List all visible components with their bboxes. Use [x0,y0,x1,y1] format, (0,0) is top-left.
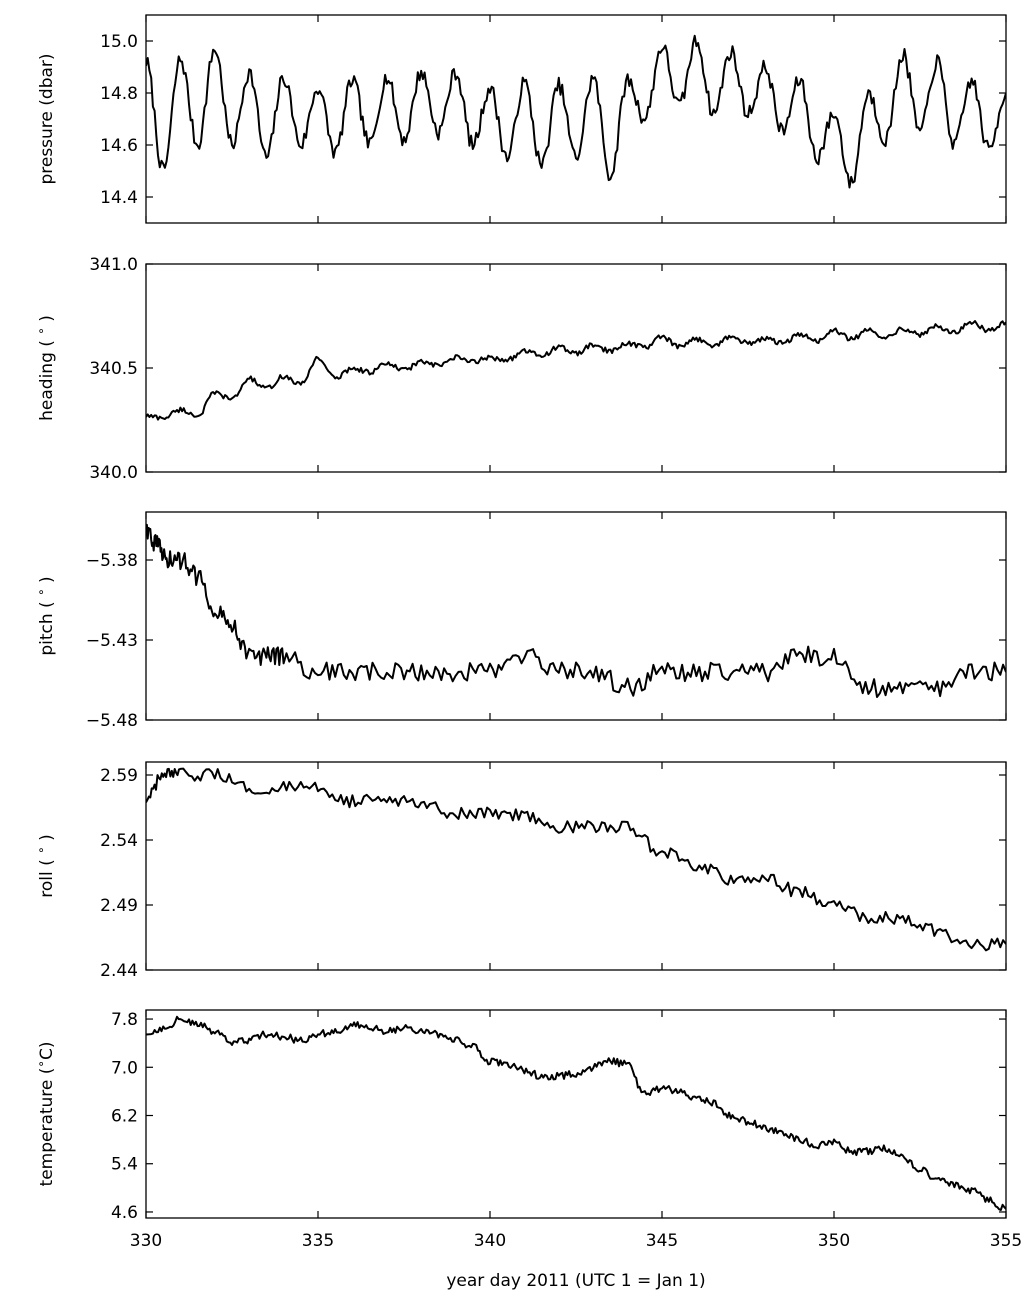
pitch-y-tick-label: −5.43 [86,631,138,651]
panel-pressure: 14.4 14.6 14.8 15.0 pressure (dbar) [37,14,1007,224]
roll-y-axis-label: roll ( ∘ ) [34,834,57,897]
panel-roll: 2.44 2.49 2.54 2.59 roll ( ∘ ) [34,761,1007,981]
temperature-y-tick-label: 7.8 [111,1010,138,1030]
roll-y-tick-label: 2.59 [100,766,138,786]
x-tick-label: 350 [818,1231,850,1251]
temperature-y-tick-label: 7.0 [111,1058,138,1078]
roll-y-tick-label: 2.54 [100,831,138,851]
panel-heading: 340.0 340.5 341.0 heading ( ∘ ) [34,255,1007,483]
roll-plot-frame [145,761,1007,971]
pressure-plot-frame [145,14,1007,224]
pressure-y-tick-label: 14.6 [100,136,138,156]
pressure-y-tick-label: 14.4 [100,188,138,208]
heading-y-tick-label: 341.0 [89,255,138,275]
roll-y-tick-label: 2.49 [100,896,138,916]
heading-y-axis-label: heading ( ∘ ) [34,315,57,421]
panel-temperature: 4.6 5.4 6.2 7.0 7.8 330 335 340 345 350 355 tempera… [34,1009,1022,1251]
pressure-y-axis-label: pressure (dbar) [37,53,57,184]
heading-plot-frame [145,263,1007,473]
x-tick-label: 335 [302,1231,334,1251]
pressure-y-tick-label: 15.0 [100,32,138,52]
x-tick-label: 330 [130,1231,162,1251]
x-tick-label: 345 [646,1231,678,1251]
x-tick-label: 355 [990,1231,1022,1251]
heading-series-line [146,320,1006,421]
x-axis-label: year day 2011 (UTC 1 = Jan 1) [446,1271,705,1291]
heading-y-tick-label: 340.0 [89,463,138,483]
temperature-series-line [146,1015,1006,1211]
roll-y-tick-label: 2.44 [100,961,138,981]
temperature-y-tick-label: 5.4 [111,1155,138,1175]
pressure-series-line [146,34,1006,189]
pitch-y-tick-label: −5.48 [86,711,138,731]
pitch-plot-frame [145,511,1007,721]
pitch-series-line [146,523,1006,698]
pitch-y-axis-label: pitch ( ∘ ) [34,576,57,655]
panel-pitch: −5.48 −5.43 −5.38 pitch ( ∘ ) [34,511,1007,731]
temperature-y-axis-label: temperature (∘C) [34,1042,57,1187]
pitch-y-tick-label: −5.38 [86,551,138,571]
heading-y-tick-label: 340.5 [89,359,138,379]
roll-series-line [146,767,1006,952]
pressure-y-tick-label: 14.8 [100,84,138,104]
temperature-y-tick-label: 6.2 [111,1107,138,1127]
x-tick-label: 340 [474,1231,506,1251]
temperature-y-tick-label: 4.6 [111,1203,138,1223]
temperature-plot-frame [145,1009,1007,1219]
